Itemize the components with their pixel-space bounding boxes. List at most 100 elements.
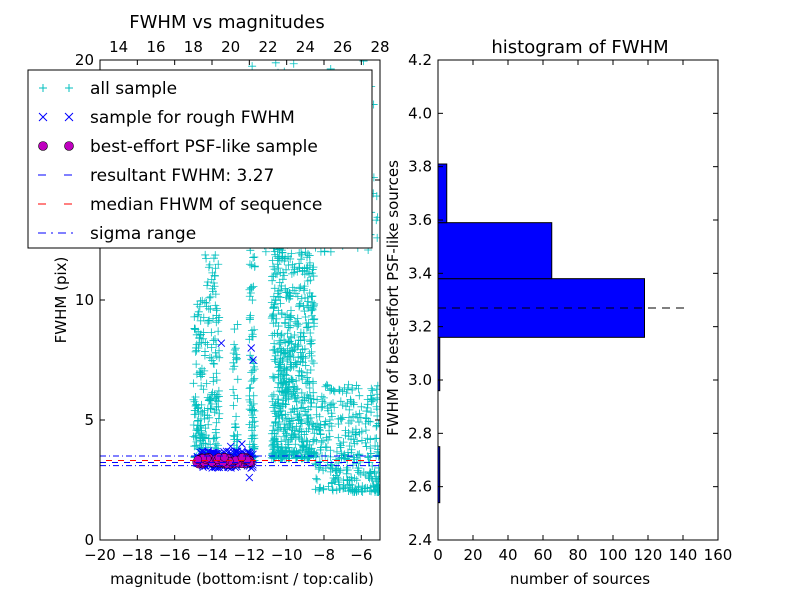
all-sample-point — [274, 254, 283, 263]
all-sample-point — [233, 375, 242, 384]
all-sample-point — [205, 260, 214, 269]
all-sample-point — [269, 437, 278, 446]
all-sample-point — [321, 421, 330, 430]
all-sample-point — [277, 330, 286, 339]
all-sample-point — [329, 474, 338, 483]
all-sample-point — [190, 397, 199, 406]
all-sample-point — [195, 302, 204, 311]
all-sample-point — [199, 334, 208, 343]
all-sample-point — [367, 394, 376, 403]
all-sample-point — [230, 340, 239, 349]
all-sample-point — [191, 433, 200, 442]
all-sample-point — [190, 324, 199, 333]
all-sample-point — [211, 348, 220, 357]
right-y-tick-label: 2.4 — [408, 531, 432, 549]
left-x-axis-label: magnitude (bottom:isnt / top:calib) — [110, 570, 374, 588]
all-sample-point — [233, 354, 242, 363]
all-sample-point — [275, 358, 284, 367]
all-sample-point — [209, 278, 218, 287]
all-sample-point — [270, 300, 279, 309]
all-sample-point — [299, 403, 308, 412]
all-sample-point — [354, 483, 363, 492]
all-sample-point — [293, 292, 302, 301]
all-sample-point — [296, 348, 305, 357]
all-sample-point — [297, 352, 306, 361]
all-sample-point — [348, 384, 357, 393]
all-sample-point — [310, 314, 319, 323]
all-sample-point — [282, 431, 291, 440]
all-sample-point — [269, 304, 278, 313]
all-sample-point — [213, 441, 222, 450]
all-sample-point — [369, 396, 378, 405]
all-sample-point — [346, 397, 355, 406]
all-sample-point — [246, 383, 255, 392]
left-top-x-tick-label: 26 — [333, 38, 352, 56]
all-sample-point — [305, 261, 314, 270]
all-sample-point — [206, 396, 215, 405]
all-sample-point — [284, 421, 293, 430]
all-sample-point — [268, 397, 277, 406]
all-sample-point — [297, 398, 306, 407]
all-sample-point — [347, 476, 356, 485]
all-sample-point — [274, 378, 283, 387]
all-sample-point — [269, 262, 278, 271]
all-sample-point — [339, 484, 348, 493]
all-sample-point — [335, 439, 344, 448]
psf-sample-point — [220, 453, 229, 462]
all-sample-point — [274, 425, 283, 434]
all-sample-point — [302, 436, 311, 445]
all-sample-point — [274, 264, 283, 273]
all-sample-point — [315, 486, 324, 495]
all-sample-point — [312, 460, 321, 469]
all-sample-point — [284, 337, 293, 346]
legend-marker-rough-sample — [64, 112, 74, 122]
all-sample-point — [343, 481, 352, 490]
all-sample-point — [307, 339, 316, 348]
all-sample-point — [295, 284, 304, 293]
all-sample-point — [191, 393, 200, 402]
all-sample-point — [269, 445, 278, 454]
all-sample-point — [211, 394, 220, 403]
all-sample-point — [272, 314, 281, 323]
all-sample-point — [319, 485, 328, 494]
all-sample-point — [192, 340, 201, 349]
all-sample-point — [374, 481, 380, 490]
right-y-tick-label: 2.6 — [408, 478, 432, 496]
all-sample-point — [293, 393, 302, 402]
all-sample-point — [305, 269, 314, 278]
all-sample-point — [343, 455, 352, 464]
all-sample-point — [326, 463, 335, 472]
all-sample-point — [270, 355, 279, 364]
right-x-tick-label: 80 — [568, 546, 587, 564]
right-x-axis-label: number of sources — [510, 570, 650, 588]
all-sample-point — [280, 420, 289, 429]
all-sample-point — [287, 333, 296, 342]
all-sample-point — [293, 452, 302, 461]
all-sample-point — [374, 475, 380, 484]
all-sample-point — [309, 421, 318, 430]
all-sample-point — [337, 453, 346, 462]
all-sample-point — [271, 351, 280, 360]
all-sample-point — [231, 422, 240, 431]
all-sample-point — [302, 323, 311, 332]
all-sample-point — [315, 463, 324, 472]
all-sample-point — [334, 464, 343, 473]
all-sample-point — [209, 314, 218, 323]
all-sample-point — [283, 329, 292, 338]
all-sample-point — [310, 435, 319, 444]
all-sample-point — [273, 329, 282, 338]
right-x-tick-label: 140 — [669, 546, 698, 564]
all-sample-point — [330, 387, 339, 396]
all-sample-point — [372, 434, 380, 443]
all-sample-point — [247, 368, 256, 377]
all-sample-point — [249, 399, 258, 408]
left-x-tick-label: −16 — [159, 546, 191, 564]
all-sample-point — [245, 292, 254, 301]
all-sample-point — [291, 358, 300, 367]
all-sample-point — [286, 419, 295, 428]
all-sample-point — [249, 375, 258, 384]
all-sample-point — [276, 299, 285, 308]
all-sample-point — [273, 440, 282, 449]
all-sample-point — [299, 329, 308, 338]
